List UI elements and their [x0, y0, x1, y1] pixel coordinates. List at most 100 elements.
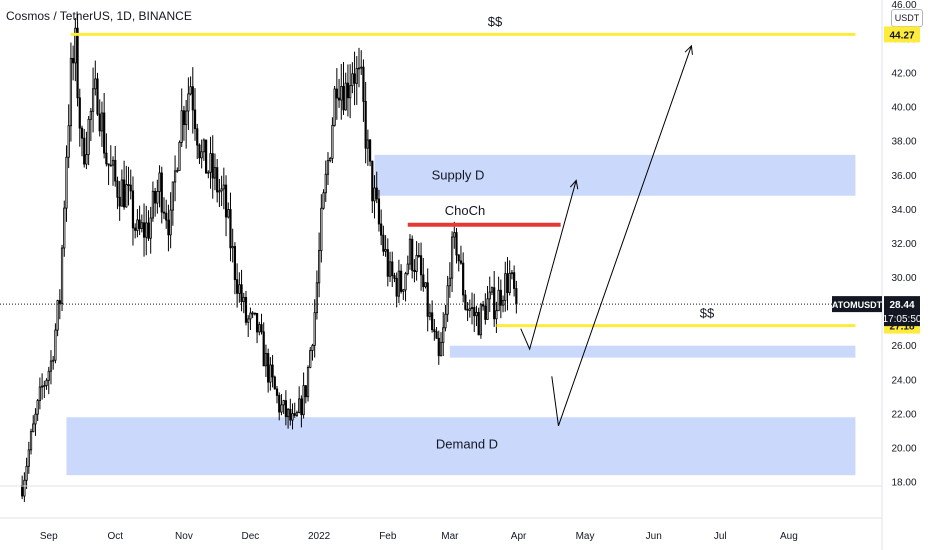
candle-body — [344, 82, 347, 111]
candle-body — [406, 263, 409, 274]
candle-body — [473, 307, 476, 317]
candle-body — [437, 337, 440, 357]
candle-body — [353, 73, 356, 84]
candle-body — [242, 296, 245, 303]
candle-body — [80, 127, 84, 139]
candle-body — [400, 270, 403, 292]
candle-body — [94, 78, 97, 90]
y-tick-label: 24.00 — [891, 375, 916, 386]
candle-body — [275, 388, 279, 396]
candle-body — [404, 273, 407, 291]
candle-body — [27, 449, 30, 467]
candle-body — [324, 173, 327, 194]
candle-body — [415, 255, 418, 273]
x-tick-label: 2022 — [308, 531, 331, 542]
y-tick-label: 20.00 — [891, 443, 916, 454]
candle-body — [462, 262, 465, 296]
candle-body — [167, 219, 170, 236]
candle-body — [116, 180, 119, 198]
candle-body — [351, 73, 354, 87]
candle-body — [229, 209, 232, 249]
candle-body — [264, 353, 268, 367]
candle-body — [129, 184, 132, 192]
candle-body — [431, 312, 434, 331]
candle-body — [134, 227, 137, 231]
x-tick-label: Oct — [107, 531, 123, 542]
y-tick-label: 30.00 — [891, 273, 916, 284]
x-tick-label: Apr — [511, 531, 527, 542]
candle-body — [29, 431, 33, 451]
candle-body — [114, 159, 117, 182]
candle-body — [384, 249, 387, 252]
candle-body — [446, 285, 449, 315]
candle-body — [337, 97, 341, 101]
candle-body — [435, 331, 438, 339]
candle-body — [262, 331, 265, 367]
candle-body — [173, 170, 177, 183]
candle-body — [342, 86, 345, 111]
candle-body — [54, 329, 57, 361]
candle-body — [408, 238, 412, 265]
candle-body — [182, 110, 186, 126]
y-tick-label: 34.00 — [891, 205, 916, 216]
candle-body — [231, 246, 234, 249]
candle-body — [238, 284, 241, 294]
candle-body — [149, 217, 152, 239]
candle-body — [98, 113, 101, 132]
candle-body — [187, 93, 190, 112]
candle-body — [455, 232, 458, 256]
candle-body — [488, 291, 491, 300]
last-price-label: 28.44 — [889, 300, 914, 311]
candle-body — [224, 184, 228, 218]
candle-body — [335, 88, 338, 99]
candle-body — [251, 312, 254, 315]
candle-body — [176, 170, 179, 172]
candle-body — [100, 112, 104, 132]
candle-body — [349, 85, 352, 99]
candle-body — [313, 312, 316, 346]
choch-label: ChoCh — [445, 203, 485, 218]
candle-body — [67, 125, 70, 158]
candle-body — [196, 128, 199, 146]
candle-body — [371, 160, 374, 202]
candle-body — [158, 172, 161, 192]
symbol-tag: ATOMUSDT — [832, 300, 883, 310]
level-high-label-box — [884, 26, 920, 43]
candle-body — [227, 209, 230, 218]
candle-body — [304, 385, 307, 398]
candle-body — [289, 408, 292, 421]
candle-body — [444, 313, 447, 329]
candle-body — [510, 272, 514, 275]
candle-body — [309, 350, 312, 368]
candle-body — [47, 370, 50, 381]
candle-body — [118, 196, 121, 207]
candle-body — [260, 324, 263, 333]
projection-arrowhead — [684, 44, 693, 55]
candle-body — [222, 184, 225, 190]
candle-body — [178, 142, 181, 171]
candle-body — [282, 400, 285, 406]
candle-body — [247, 318, 250, 323]
candle-body — [89, 110, 92, 120]
candle-body — [32, 423, 35, 433]
candle-body — [209, 153, 212, 173]
candle-body — [417, 255, 420, 257]
candle-body — [140, 222, 143, 229]
y-tick-label: 22.00 — [891, 409, 916, 420]
candle-body — [499, 289, 502, 306]
candle-body — [36, 400, 39, 415]
candle-body — [391, 261, 394, 277]
candle-body — [162, 211, 166, 214]
candle-body — [65, 156, 68, 209]
candle-body — [74, 27, 77, 64]
candle-body — [204, 139, 208, 174]
candle-body — [125, 184, 128, 208]
candle-body — [382, 234, 385, 252]
candle-body — [293, 413, 296, 416]
candle-body — [38, 386, 41, 401]
candle-body — [280, 404, 283, 413]
zone-band-1 — [449, 345, 856, 358]
x-tick-label: Dec — [242, 531, 260, 542]
candle-body — [83, 137, 86, 165]
